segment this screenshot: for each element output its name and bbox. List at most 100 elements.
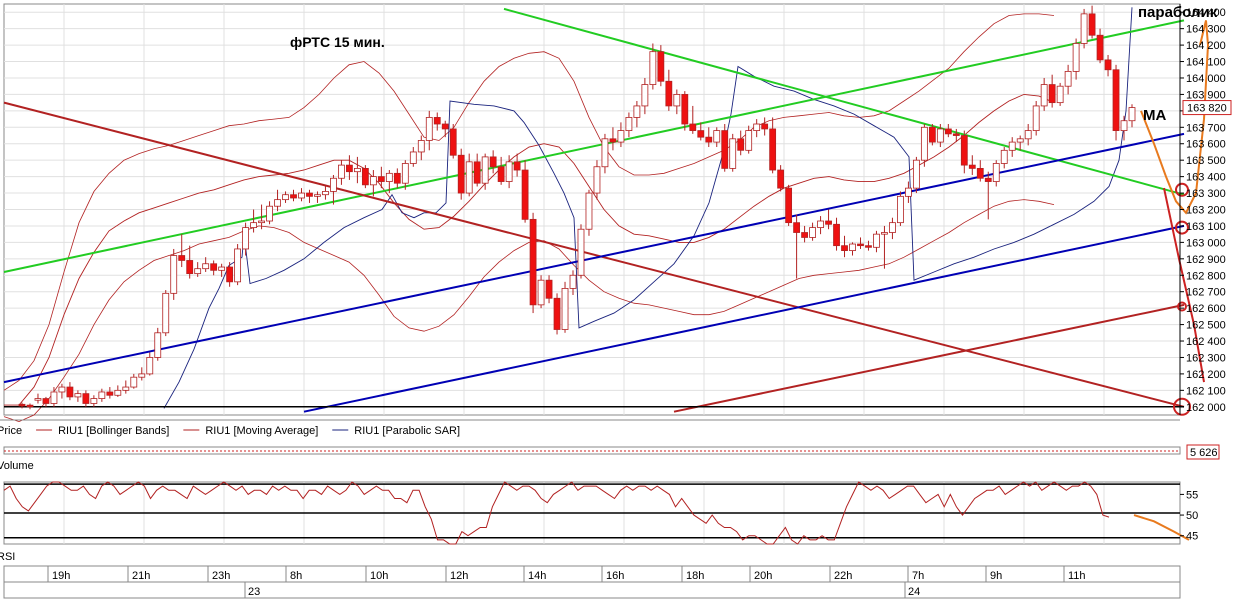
- marker-circle: [1175, 182, 1189, 197]
- candle-body: [114, 389, 122, 396]
- parabolic-annotation: параболик: [1138, 4, 1218, 21]
- legend-label: RIU1 [Moving Average]: [205, 425, 318, 437]
- candle-body: [793, 222, 801, 233]
- price-tick-label: 162 900: [1186, 254, 1226, 266]
- candle-body: [258, 220, 265, 224]
- parabolic-sar: [163, 7, 1133, 409]
- candle-body: [1032, 105, 1040, 131]
- price-tick-label: 162 500: [1186, 320, 1226, 332]
- candle-body: [226, 266, 234, 283]
- time-axis: 19h 21h 23h 8h 10h 12h 14h 16h 18h 20h 22h 7h 9h 11h …: [3, 565, 1181, 599]
- candle-body: [346, 164, 353, 173]
- candle-body: [737, 138, 745, 151]
- candle-body: [505, 161, 513, 182]
- ma-annotation: МА: [1143, 107, 1166, 124]
- candle-body: [338, 164, 345, 179]
- candle-body: [641, 84, 649, 107]
- price-tick-label: 162 700: [1186, 287, 1226, 299]
- day-label: 24: [908, 586, 920, 598]
- candle-body: [912, 159, 920, 189]
- bollinger-lower: [3, 199, 1055, 423]
- candle-body: [889, 222, 896, 233]
- rsi-tick-label: 50: [1186, 510, 1198, 522]
- legend: Price RIU1 [Bollinger Bands] RIU1 [Moving …: [0, 419, 1180, 437]
- candle-body: [34, 398, 42, 401]
- candle-body: [785, 187, 793, 224]
- forecast-line: [1163, 187, 1205, 383]
- candle-body: [1128, 107, 1136, 122]
- candle-body: [98, 391, 106, 399]
- hour-label: 11h: [1068, 570, 1086, 582]
- volume-label: Volume: [0, 460, 34, 472]
- hour-label: 20h: [754, 570, 772, 582]
- hour-label: 9h: [990, 570, 1002, 582]
- candle-body: [721, 130, 729, 169]
- rsi-tick-label: 45: [1186, 531, 1198, 543]
- hour-label: 12h: [450, 570, 468, 582]
- candle-body: [681, 94, 689, 125]
- candle-body: [817, 220, 824, 228]
- forecast-line: [1140, 20, 1210, 215]
- candle-body: [865, 245, 872, 248]
- candle-body: [960, 135, 968, 166]
- candle-body: [497, 166, 505, 182]
- candle-body: [1000, 149, 1008, 164]
- hour-label: 21h: [132, 570, 150, 582]
- candle-body: [274, 199, 281, 207]
- candle-body: [353, 167, 361, 173]
- candle-body: [74, 393, 82, 398]
- candle-body: [489, 156, 497, 168]
- rsi-axis-ticks: 55 50 45: [1180, 489, 1198, 543]
- price-tick-label: 163 600: [1186, 139, 1226, 151]
- hour-label: 22h: [834, 570, 852, 582]
- chart-title: фРТС 15 мин.: [290, 34, 385, 50]
- candle-body: [18, 403, 26, 407]
- trend-line: [3, 19, 1185, 273]
- candle-body: [306, 192, 313, 197]
- candle-body: [984, 177, 992, 182]
- candle-body: [130, 376, 138, 388]
- candle-body: [609, 138, 617, 143]
- candle-body: [777, 169, 785, 189]
- candle-body: [202, 263, 210, 270]
- candle-body: [920, 126, 928, 161]
- candle-body: [290, 194, 297, 199]
- candle-body: [473, 161, 481, 184]
- candle-body: [857, 243, 864, 247]
- candle-body: [218, 266, 226, 271]
- candle-body: [401, 163, 409, 184]
- candle-body: [928, 126, 936, 143]
- hour-label: 19h: [52, 570, 70, 582]
- candle-body: [170, 255, 178, 294]
- candle-body: [968, 164, 976, 169]
- candle-body: [585, 192, 593, 230]
- price-tick-label: 162 000: [1186, 402, 1226, 414]
- legend-label: Price: [0, 425, 22, 437]
- hour-label: 8h: [290, 570, 302, 582]
- price-tick-label: 162 300: [1186, 352, 1226, 364]
- candle-body: [162, 292, 170, 334]
- candle-body: [194, 268, 202, 275]
- candle-body: [849, 243, 856, 252]
- day-label: 23: [248, 586, 260, 598]
- hour-label: 14h: [528, 570, 546, 582]
- candle-body: [178, 255, 186, 261]
- candle-body: [936, 128, 944, 143]
- candle-body: [1120, 120, 1128, 131]
- hour-label: 16h: [606, 570, 624, 582]
- candle-body: [433, 117, 441, 125]
- candle-body: [521, 169, 529, 220]
- candle-body: [1072, 43, 1080, 72]
- candle-body: [545, 279, 553, 299]
- candle-body: [689, 123, 697, 131]
- candle-body: [905, 187, 912, 197]
- trend-line: [3, 132, 1185, 384]
- candle-body: [769, 128, 777, 171]
- candle-body: [992, 163, 1000, 182]
- price-tick-label: 163 000: [1186, 237, 1226, 249]
- current-price-frame: [1182, 100, 1232, 116]
- volume-value: 5 626: [1190, 447, 1218, 459]
- candle-body: [649, 51, 657, 85]
- candle-body: [361, 167, 369, 186]
